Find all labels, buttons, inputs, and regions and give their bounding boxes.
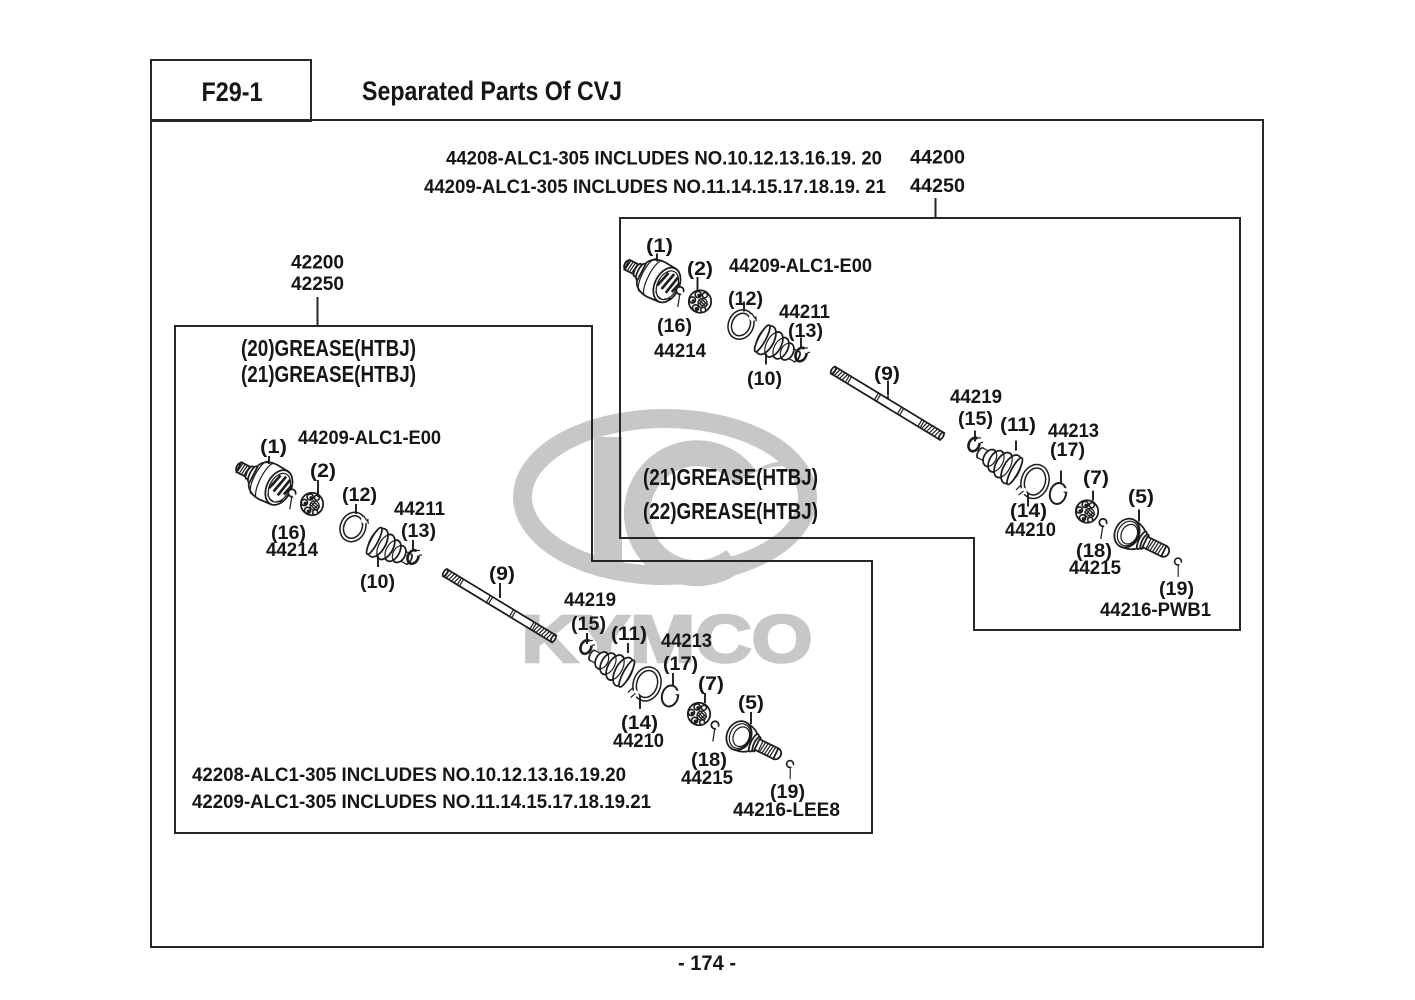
svg-text:KYMCO: KYMCO (522, 602, 813, 677)
svg-text:Separated Parts Of CVJ: Separated Parts Of CVJ (362, 76, 622, 106)
svg-text:42208-ALC1-305 INCLUDES NO.10.: 42208-ALC1-305 INCLUDES NO.10.12.13.16.1… (192, 765, 626, 786)
svg-text:44215: 44215 (1069, 558, 1121, 579)
svg-text:(11): (11) (1000, 415, 1036, 436)
svg-text:(11): (11) (611, 624, 647, 645)
svg-text:(2): (2) (687, 259, 713, 280)
svg-text:F29-1: F29-1 (202, 77, 263, 107)
svg-text:(10): (10) (360, 572, 395, 593)
svg-text:(9): (9) (489, 564, 515, 585)
svg-text:44215: 44215 (681, 768, 733, 789)
svg-text:44210: 44210 (1005, 520, 1056, 541)
svg-text:44211: 44211 (779, 302, 830, 323)
svg-text:(1): (1) (260, 437, 287, 458)
svg-text:44208-ALC1-305 INCLUDES NO.10.: 44208-ALC1-305 INCLUDES NO.10.12.13.16.1… (446, 149, 882, 170)
svg-text:(20)GREASE(HTBJ): (20)GREASE(HTBJ) (241, 335, 416, 361)
svg-text:(15): (15) (958, 409, 993, 430)
svg-text:(2): (2) (310, 461, 336, 482)
svg-text:(16): (16) (657, 316, 692, 337)
svg-text:(18): (18) (1076, 541, 1112, 562)
svg-text:(16): (16) (271, 523, 306, 544)
svg-text:44213: 44213 (661, 631, 712, 652)
svg-text:(18): (18) (691, 750, 727, 771)
svg-text:(10): (10) (747, 369, 782, 390)
svg-text:(14): (14) (1010, 501, 1047, 522)
svg-text:44213: 44213 (1048, 421, 1099, 442)
svg-text:(14): (14) (621, 713, 658, 734)
svg-text:44200: 44200 (910, 148, 965, 169)
svg-text:(21)GREASE(HTBJ): (21)GREASE(HTBJ) (643, 464, 818, 490)
svg-text:42209-ALC1-305 INCLUDES NO.11.: 42209-ALC1-305 INCLUDES NO.11.14.15.17.1… (192, 792, 651, 813)
svg-text:(7): (7) (1083, 468, 1109, 489)
svg-text:44250: 44250 (910, 176, 965, 197)
svg-text:44209-ALC1-E00: 44209-ALC1-E00 (298, 428, 441, 449)
svg-text:(9): (9) (874, 364, 900, 385)
svg-text:44216-LEE8: 44216-LEE8 (733, 800, 840, 821)
svg-text:- 174 -: - 174 - (678, 951, 736, 975)
svg-text:44209-ALC1-305 INCLUDES NO.11.: 44209-ALC1-305 INCLUDES NO.11.14.15.17.1… (424, 177, 886, 198)
svg-text:44216-PWB1: 44216-PWB1 (1100, 600, 1211, 621)
svg-text:44219: 44219 (950, 387, 1002, 408)
svg-text:(17): (17) (1050, 440, 1085, 461)
svg-text:44214: 44214 (266, 540, 318, 561)
svg-text:(5): (5) (1128, 487, 1154, 508)
svg-text:(15): (15) (571, 614, 606, 635)
svg-text:(1): (1) (646, 236, 673, 257)
svg-text:(21)GREASE(HTBJ): (21)GREASE(HTBJ) (241, 361, 416, 387)
svg-text:44209-ALC1-E00: 44209-ALC1-E00 (729, 256, 872, 277)
svg-text:(19): (19) (770, 782, 805, 803)
svg-text:(5): (5) (738, 693, 764, 714)
svg-text:44214: 44214 (654, 341, 706, 362)
svg-text:(22)GREASE(HTBJ): (22)GREASE(HTBJ) (643, 498, 818, 524)
svg-text:(12): (12) (342, 485, 377, 506)
svg-text:(7): (7) (698, 674, 724, 695)
svg-text:44210: 44210 (613, 731, 664, 752)
svg-text:44219: 44219 (564, 590, 616, 611)
svg-text:(19): (19) (1159, 579, 1194, 600)
svg-text:(12): (12) (728, 289, 763, 310)
svg-text:(13): (13) (788, 321, 823, 342)
svg-text:(13): (13) (401, 521, 436, 542)
svg-text:42200: 42200 (291, 252, 344, 273)
svg-text:42250: 42250 (291, 274, 344, 295)
svg-text:(17): (17) (663, 654, 698, 675)
svg-text:44211: 44211 (394, 499, 445, 520)
